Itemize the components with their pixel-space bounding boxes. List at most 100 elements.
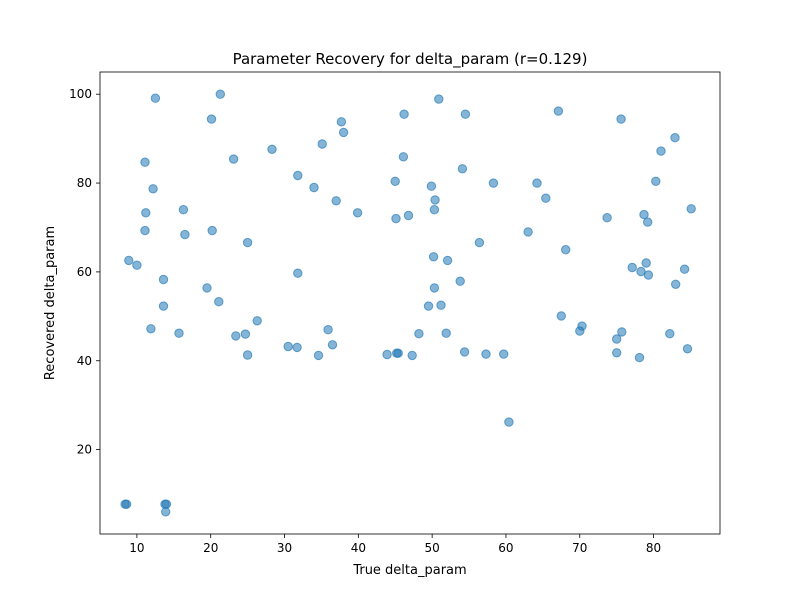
data-point [504,417,514,427]
data-point [214,297,224,307]
data-point [553,106,564,116]
data-point [242,350,253,360]
y-tick-label: 20 [77,443,92,457]
data-point [407,350,417,361]
data-point [636,266,646,277]
data-point [309,182,319,193]
data-point [352,208,363,218]
data-point [459,347,470,357]
data-point [556,311,566,321]
data-point [612,348,622,358]
plot-area [99,71,721,535]
data-point [429,205,440,215]
y-tick-label: 40 [77,354,92,368]
x-tick-label: 60 [498,541,513,555]
x-tick-label: 70 [572,541,587,555]
data-point [141,208,151,218]
data-point [338,127,349,138]
y-axis-ticks: 20 40 60 80 100 [69,87,100,457]
data-point [532,178,542,188]
x-tick-label: 30 [277,541,292,555]
data-point [140,157,150,167]
data-point [682,344,693,354]
data-point [174,328,184,338]
data-point [313,350,324,361]
data-point [488,178,499,188]
y-tick-label: 100 [69,87,92,101]
data-point [656,146,666,156]
data-point [423,301,434,311]
data-point [430,195,440,205]
data-point [679,264,690,274]
x-axis-ticks: 10 20 30 40 50 60 70 80 [129,534,661,555]
data-point [293,268,303,278]
data-point [231,331,241,341]
data-point [403,210,414,221]
data-point [240,329,251,339]
data-point [523,227,533,237]
data-point [643,270,654,280]
data-point [242,237,253,248]
data-point [283,341,293,352]
data-point [426,181,437,191]
data-point [641,258,651,268]
data-point [612,334,622,344]
data-point [252,316,262,326]
data-point [670,133,680,143]
data-point [561,245,571,255]
data-point [228,154,239,164]
chart-title: Parameter Recovery for delta_param (r=0.… [233,50,588,69]
data-point [429,283,440,293]
x-axis-label: True delta_param [352,563,466,578]
data-point [398,152,409,162]
data-point [140,225,150,236]
data-point [390,176,400,187]
data-point [442,255,453,266]
data-point [665,329,675,339]
data-point [292,342,302,353]
y-axis-label: Recovered delta_param [43,226,58,380]
data-point [148,184,158,194]
data-point [391,213,401,224]
x-tick-label: 40 [351,541,366,555]
data-point [207,225,217,236]
data-point [158,301,169,311]
data-point [460,109,471,119]
data-point [132,260,142,270]
data-point [215,89,226,99]
y-tick-label: 80 [77,176,92,190]
data-point [178,205,189,215]
data-point [639,209,649,220]
x-tick-label: 10 [129,541,144,555]
data-point [150,93,161,103]
data-point [382,349,392,360]
data-point [414,329,424,339]
x-tick-label: 50 [425,541,440,555]
data-point [651,176,661,187]
data-point [399,109,409,119]
data-point [602,213,612,223]
data-point [161,499,172,509]
data-point [206,114,217,124]
data-point [577,321,587,331]
data-point [616,114,626,124]
data-point [327,340,338,350]
data-point [393,348,403,358]
x-tick-label: 20 [203,541,218,555]
data-point [541,193,551,203]
data-point [441,328,451,338]
data-point [323,325,333,335]
data-point [293,170,303,181]
data-point [499,349,509,359]
data-point [481,349,491,359]
data-point [428,252,439,262]
data-point [474,237,485,248]
data-point [434,94,444,104]
data-point [124,255,134,266]
data-point [161,507,171,517]
data-point [436,300,446,310]
data-point [617,327,627,337]
data-point [671,279,681,289]
data-point [146,324,156,334]
